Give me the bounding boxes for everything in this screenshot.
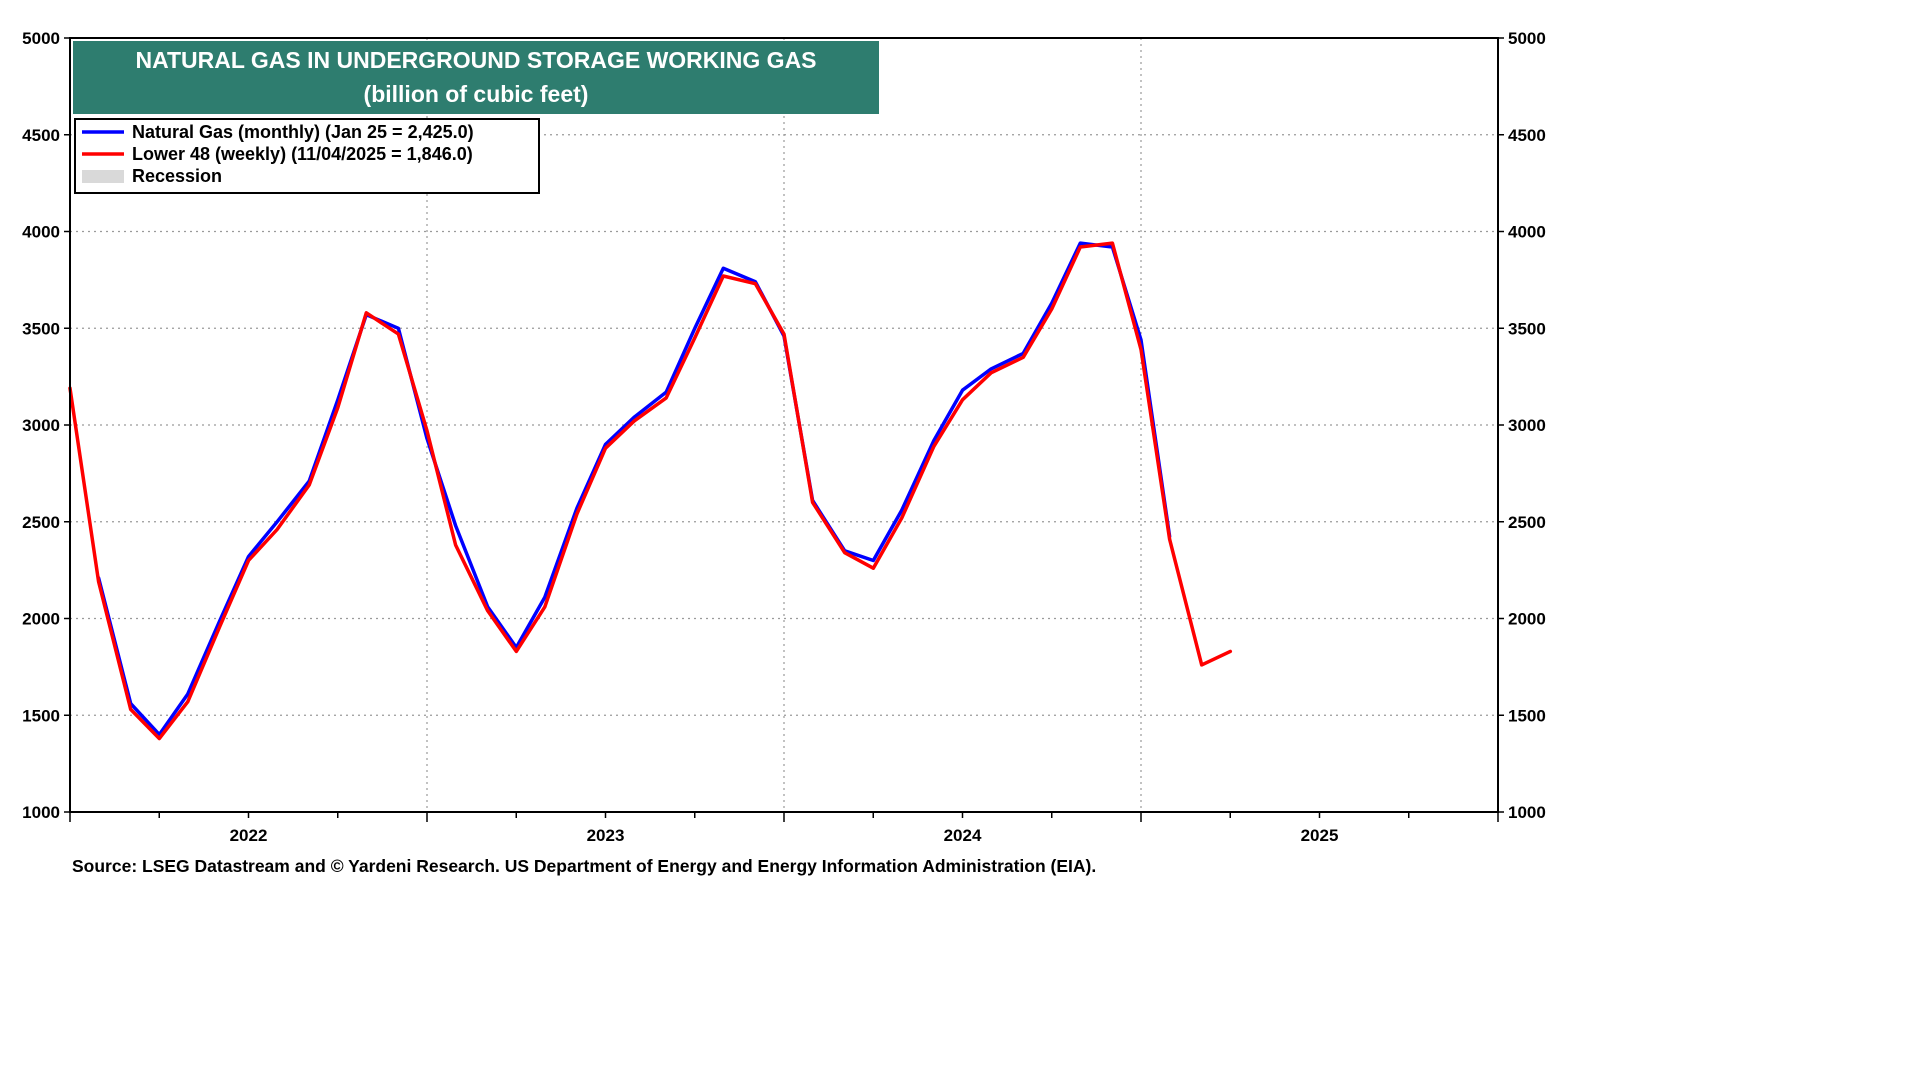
series-group bbox=[68, 241, 1233, 741]
chart-title: NATURAL GAS IN UNDERGROUND STORAGE WORKI… bbox=[135, 47, 816, 73]
y-tick-label-right: 4500 bbox=[1508, 126, 1546, 145]
legend-swatch-recession bbox=[82, 170, 124, 183]
series-natural-gas-line bbox=[96, 241, 1172, 737]
y-tick-label-right: 5000 bbox=[1508, 29, 1546, 48]
y-tick-label-left: 3500 bbox=[22, 319, 60, 338]
x-tick-label: 2024 bbox=[944, 826, 982, 845]
y-tick-label-left: 4500 bbox=[22, 126, 60, 145]
y-tick-label-right: 1000 bbox=[1508, 803, 1546, 822]
plot-border bbox=[69, 37, 1499, 813]
series-lower-48-line bbox=[68, 241, 1233, 741]
y-tick-label-right: 3000 bbox=[1508, 416, 1546, 435]
y-axis-left: 1000 1500 2000 2500 3000 3500 4000 4500 5000 bbox=[22, 29, 70, 822]
y-tick-label-right: 2000 bbox=[1508, 610, 1546, 629]
y-tick-label-left: 2500 bbox=[22, 513, 60, 532]
x-tick-label: 2023 bbox=[587, 826, 625, 845]
y-tick-label-right: 3500 bbox=[1508, 319, 1546, 338]
y-tick-label-left: 3000 bbox=[22, 416, 60, 435]
x-tick-label: 2022 bbox=[230, 826, 268, 845]
y-axis-right: 1000 1500 2000 2500 3000 3500 4000 4500 5000 bbox=[1498, 29, 1546, 822]
legend-label-natural-gas: Natural Gas (monthly) (Jan 25 = 2,425.0) bbox=[132, 122, 474, 142]
chart-subtitle: (billion of cubic feet) bbox=[364, 81, 589, 107]
y-tick-label-left: 5000 bbox=[22, 29, 60, 48]
y-tick-label-left: 4000 bbox=[22, 223, 60, 242]
legend: Natural Gas (monthly) (Jan 25 = 2,425.0)… bbox=[74, 118, 540, 194]
legend-label-lower-48: Lower 48 (weekly) (11/04/2025 = 1,846.0) bbox=[132, 144, 473, 164]
y-tick-label-right: 4000 bbox=[1508, 223, 1546, 242]
title-box: NATURAL GAS IN UNDERGROUND STORAGE WORKI… bbox=[73, 41, 879, 114]
y-tick-label-left: 2000 bbox=[22, 610, 60, 629]
y-tick-label-right: 2500 bbox=[1508, 513, 1546, 532]
x-tick-label: 2025 bbox=[1301, 826, 1339, 845]
y-tick-label-left: 1500 bbox=[22, 706, 60, 725]
chart-canvas: 1000 1500 2000 2500 3000 3500 4000 4500 5000 100… bbox=[22, 29, 1546, 876]
source-note: Source: LSEG Datastream and © Yardeni Re… bbox=[72, 856, 1096, 876]
x-axis: 2022 2023 2024 2025 bbox=[69, 812, 1499, 845]
legend-label-recession: Recession bbox=[132, 166, 222, 186]
y-tick-label-right: 1500 bbox=[1508, 706, 1546, 725]
y-tick-label-left: 1000 bbox=[22, 803, 60, 822]
grid-lines bbox=[70, 38, 1498, 812]
